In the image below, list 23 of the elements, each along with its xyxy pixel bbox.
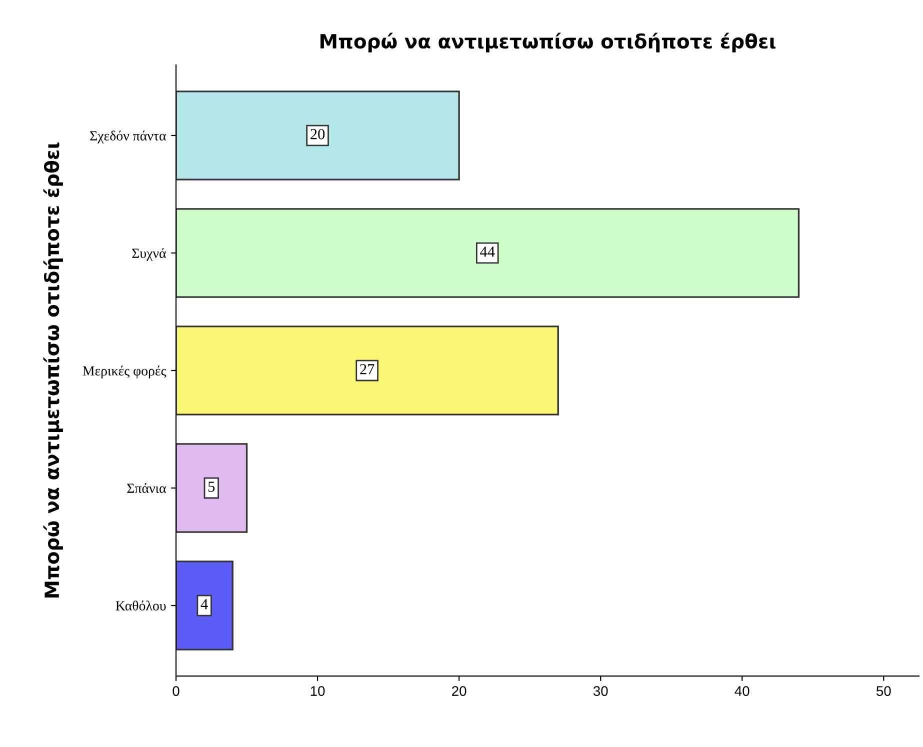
x-tick-label: 0 xyxy=(172,686,180,696)
x-tick-label: 40 xyxy=(734,686,750,696)
data-label: 5 xyxy=(208,482,215,492)
y-tick-label: Μερικές φορές xyxy=(82,366,166,378)
x-tick-label: 10 xyxy=(310,686,325,696)
bar xyxy=(176,208,800,298)
data-label: 44 xyxy=(480,246,495,257)
x-tick-label: 50 xyxy=(876,686,891,696)
y-axis-title: Μπορώ να αντιμετωπίσω οτιδήποτε έρθει xyxy=(43,142,63,598)
data-label: 27 xyxy=(360,364,374,374)
x-tick-label: 30 xyxy=(593,686,608,696)
y-tick-label: Καθόλου xyxy=(116,600,166,610)
bar xyxy=(176,443,248,533)
chart-title: Μπορώ να αντιμετωπίσω οτιδήποτε έρθει xyxy=(320,32,776,52)
y-tick-label: Συχνά xyxy=(132,248,166,261)
y-tick-label: Σχεδόν πάντα xyxy=(90,130,166,144)
data-label: 20 xyxy=(310,129,325,140)
bar xyxy=(176,90,460,180)
x-tick-label: 20 xyxy=(452,686,466,696)
data-label: 4 xyxy=(200,599,208,610)
y-tick-label: Σπάνια xyxy=(127,483,166,493)
bar xyxy=(176,326,559,416)
bar xyxy=(176,560,234,650)
